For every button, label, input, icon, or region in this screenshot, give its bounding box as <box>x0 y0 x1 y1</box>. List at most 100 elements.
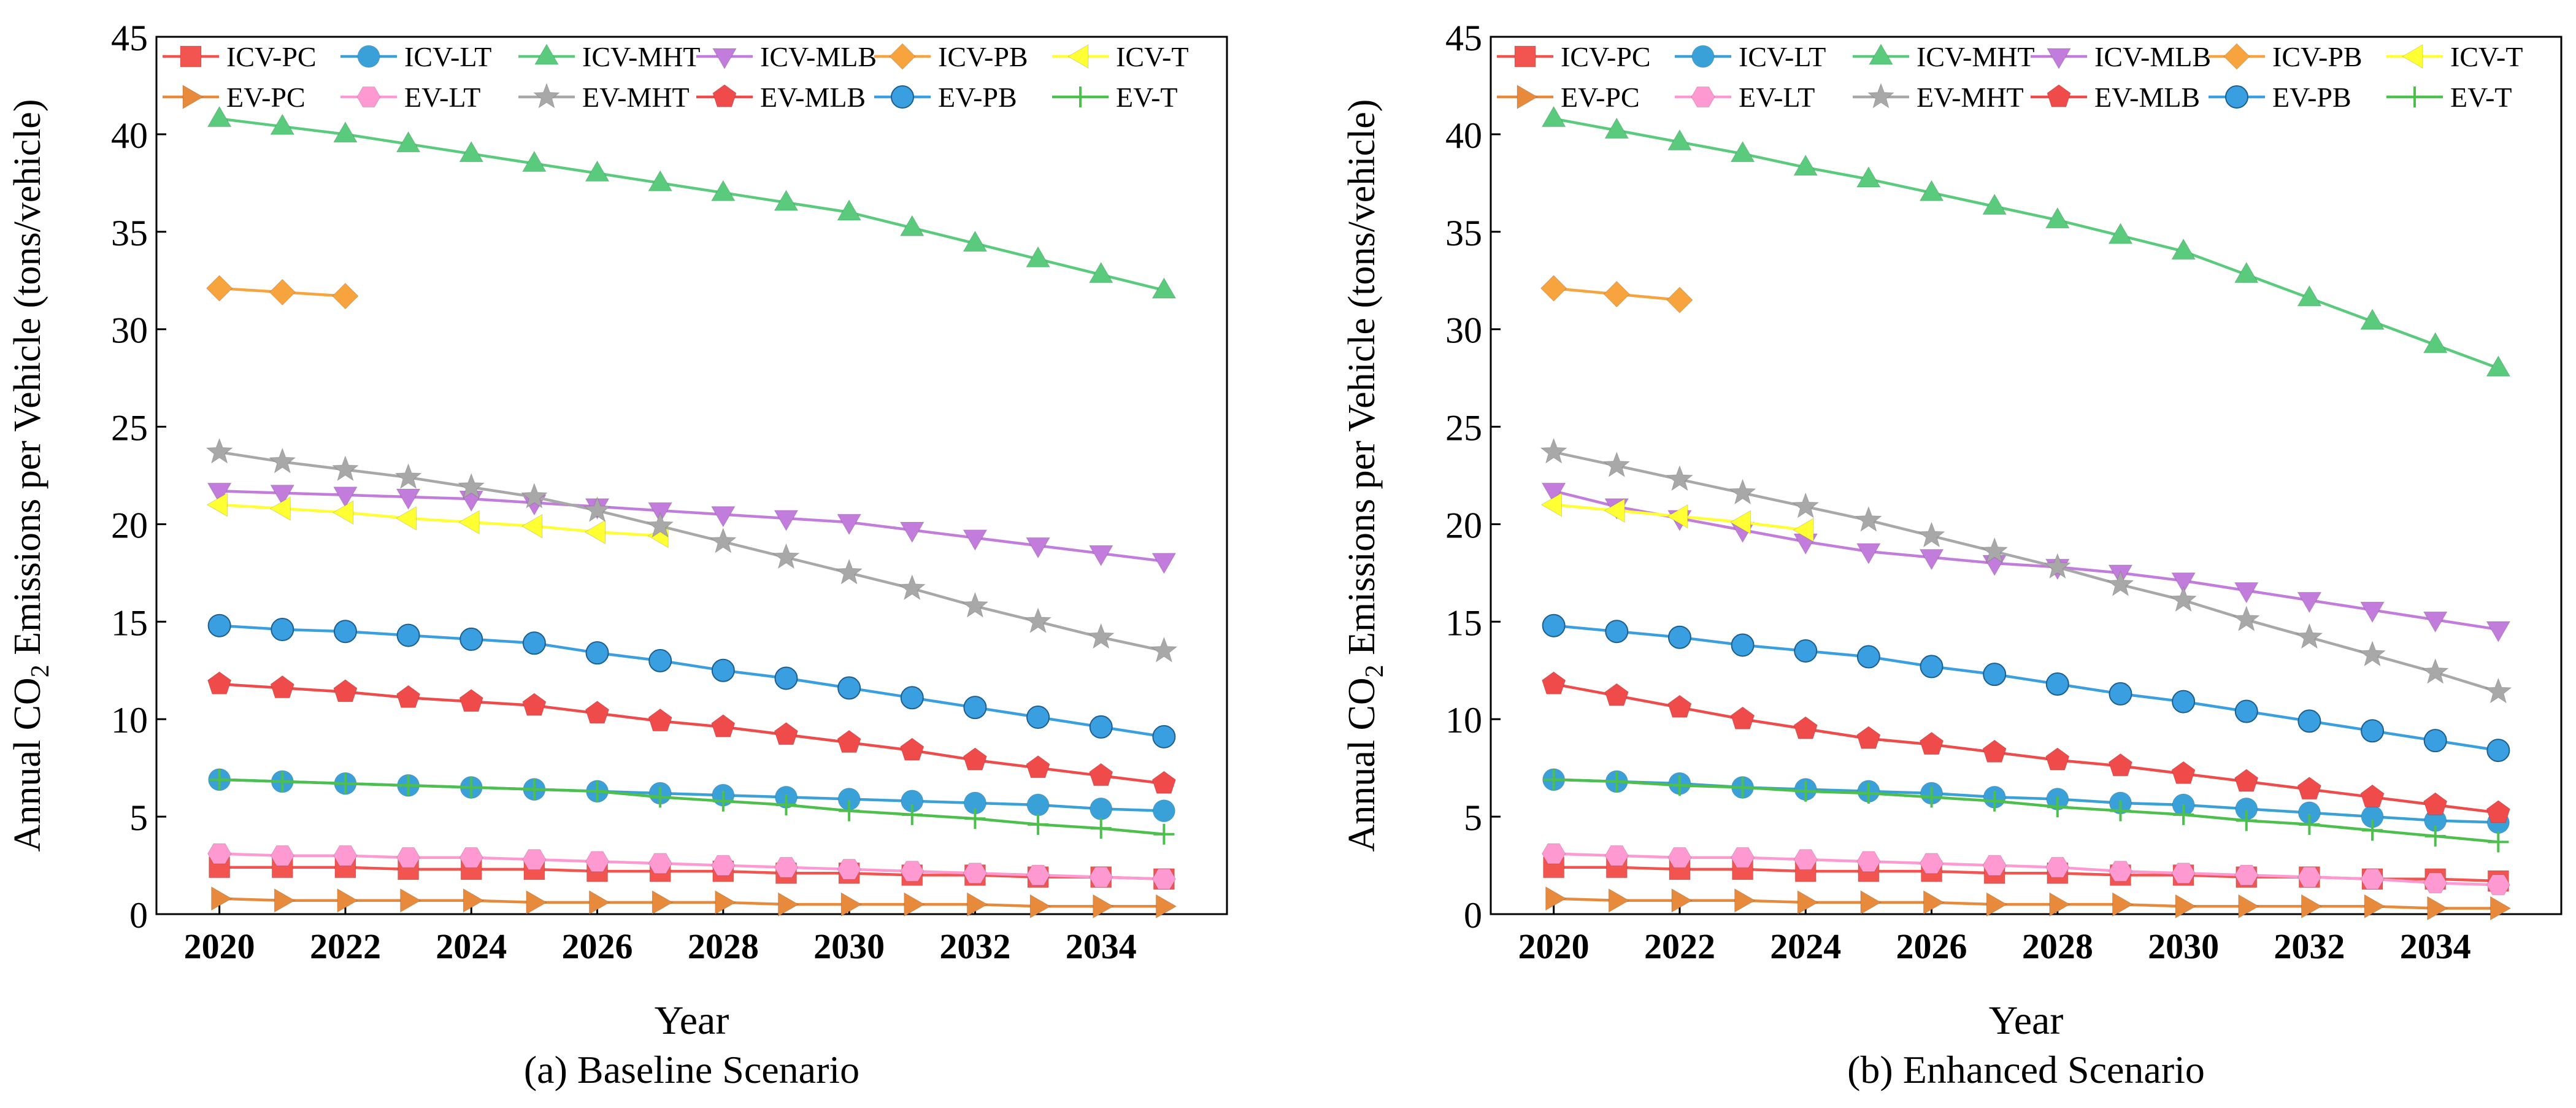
data-point <box>270 675 294 699</box>
y-axis-label-suffix: Emissions per Vehicle (tons/vehicle) <box>1341 99 1383 665</box>
data-point <box>2486 874 2510 896</box>
data-point <box>900 686 924 710</box>
series-icv-pb <box>1540 275 1693 314</box>
data-point <box>650 787 671 808</box>
data-point <box>1669 775 1690 796</box>
y-tick-label: 40 <box>1445 115 1482 156</box>
data-point <box>274 888 296 913</box>
x-axis-label: Year <box>655 998 729 1043</box>
data-point <box>774 510 799 531</box>
data-point <box>1667 847 1692 868</box>
data-point <box>1540 492 1563 517</box>
legend-marker <box>2402 44 2423 69</box>
series-ev-pb <box>207 614 1176 748</box>
data-point <box>652 890 674 915</box>
series-icv-pb <box>206 275 359 310</box>
x-axis-label: Year <box>1989 998 2064 1043</box>
y-tick-label: 45 <box>1445 18 1482 58</box>
series-line <box>1553 897 2499 910</box>
data-point <box>1919 853 1944 874</box>
data-point <box>1858 782 1879 804</box>
data-point <box>1026 246 1050 267</box>
data-point <box>583 496 611 523</box>
data-point <box>2110 800 2131 821</box>
legend-label: ICV-PB <box>938 41 1028 72</box>
legend: ICV-PC ICV-LT ICV-MHT ICV-MLB ICV-PB ICV-T EV-… <box>1497 41 2523 113</box>
legend-label: EV-T <box>1116 82 1178 113</box>
data-point <box>1089 715 1113 739</box>
data-point <box>840 892 863 917</box>
y-tick-label: 10 <box>111 700 148 741</box>
data-point <box>1090 818 1112 839</box>
data-point <box>2360 308 2385 330</box>
series-line <box>219 117 1164 292</box>
data-point <box>1856 726 1881 749</box>
y-axis-label-suffix: Emissions per Vehicle (tons/vehicle) <box>7 99 48 665</box>
data-point <box>589 890 610 915</box>
series-line <box>1553 624 2499 752</box>
data-point <box>211 886 233 911</box>
data-point <box>1982 555 2007 577</box>
data-point <box>1731 706 1755 729</box>
data-point <box>1089 763 1113 787</box>
legend-item: EV-PC <box>1497 82 1640 113</box>
x-tick-label: 2024 <box>1770 926 1841 966</box>
legend-item: EV-T <box>2386 82 2512 113</box>
legend-item: EV-MLB <box>696 82 866 113</box>
data-point <box>1795 780 1817 802</box>
legend-marker <box>2047 84 2071 107</box>
data-point <box>900 737 925 761</box>
series-icv-t <box>1540 492 1814 542</box>
y-tick-label: 0 <box>129 895 148 936</box>
data-point <box>1093 894 1114 919</box>
data-point <box>2301 894 2323 919</box>
data-point <box>270 845 294 866</box>
data-point <box>1026 706 1050 729</box>
data-point <box>1980 537 2009 563</box>
data-point <box>207 106 232 127</box>
series-line <box>1553 778 2499 844</box>
data-point <box>775 794 797 816</box>
chart-caption: (b) Enhanced Scenario <box>1847 1048 2205 1091</box>
data-point <box>837 676 861 700</box>
series-icv-lt <box>208 768 1175 823</box>
legend-item: EV-PB <box>874 82 1017 113</box>
series-line <box>1553 852 2499 887</box>
data-point <box>2108 223 2133 244</box>
chart-caption: (a) Baseline Scenario <box>524 1048 859 1091</box>
data-point <box>2234 261 2259 283</box>
data-point <box>1856 543 1881 564</box>
legend-label: ICV-MLB <box>2094 41 2211 72</box>
legend-item: EV-PC <box>163 82 306 113</box>
y-tick-label: 15 <box>111 602 148 643</box>
data-point <box>332 500 354 525</box>
series-line <box>219 490 1164 563</box>
data-point <box>648 502 673 524</box>
series-line <box>219 866 1164 881</box>
data-point <box>1540 437 1567 464</box>
data-point <box>459 688 483 712</box>
data-point <box>207 843 232 864</box>
data-point <box>1541 106 1566 127</box>
data-point <box>648 708 672 732</box>
legend-label: EV-PC <box>1561 82 1640 113</box>
y-tick-label: 35 <box>1445 213 1482 253</box>
data-point <box>899 521 925 544</box>
legend-label: EV-PB <box>938 82 1017 113</box>
data-point <box>963 529 988 551</box>
legend-item: EV-T <box>1052 82 1178 113</box>
legend-marker <box>2404 87 2425 107</box>
y-tick-label: 5 <box>129 798 148 838</box>
legend: ICV-PC ICV-LT ICV-MHT ICV-MLB ICV-PB ICV-T EV-… <box>163 41 1188 113</box>
y-axis-label-prefix: Annual CO <box>1341 677 1383 852</box>
legend-label: EV-MLB <box>2094 82 2200 113</box>
data-point <box>206 437 233 464</box>
series-ev-mlb <box>207 671 1176 794</box>
data-point <box>709 527 737 553</box>
data-point <box>2485 677 2512 704</box>
data-point <box>1152 277 1177 299</box>
y-tick-label: 35 <box>111 213 148 253</box>
legend-item: EV-LT <box>340 82 480 113</box>
data-point <box>2297 285 2322 307</box>
